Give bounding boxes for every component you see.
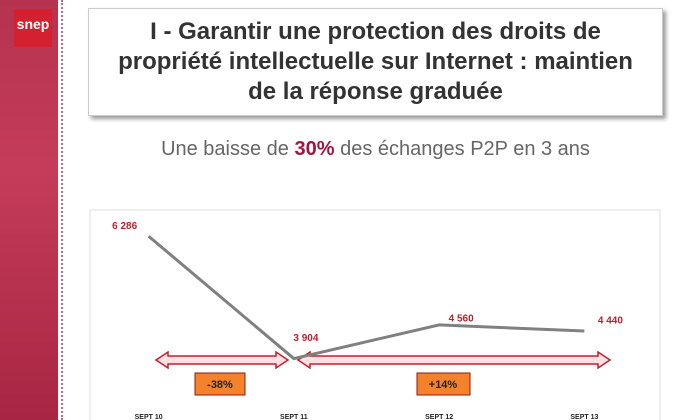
subtitle-highlight: 30% (294, 138, 335, 160)
subtitle-text: Une baisse de (161, 138, 289, 160)
annotation: +14% (429, 379, 458, 391)
annotation: -38% (207, 379, 233, 391)
logo: snep (14, 9, 52, 47)
arrow (154, 350, 612, 370)
decor-strip (0, 0, 58, 420)
data-label: 4 560 (449, 314, 474, 325)
data-label: 6 286 (112, 221, 137, 232)
x-tick-label: SEPT 11 (280, 414, 308, 420)
x-tick-label: SEPT 10 (135, 414, 163, 420)
data-label: 4 440 (598, 316, 623, 327)
chart-area (89, 209, 661, 420)
title: I - Garantir une protection des droits d… (88, 8, 663, 116)
annotation-box (194, 372, 246, 396)
subtitle: Une baisse de 30% des échanges P2P en 3 … (88, 138, 663, 161)
decor-dots (61, 0, 63, 420)
data-label: 3 904 (293, 333, 318, 344)
subtitle-text: des échanges P2P en 3 ans (340, 138, 590, 160)
annotation-box (416, 372, 471, 396)
x-tick-label: SEPT 12 (425, 414, 453, 420)
line (147, 235, 585, 361)
x-tick-label: SEPT 13 (570, 414, 598, 420)
